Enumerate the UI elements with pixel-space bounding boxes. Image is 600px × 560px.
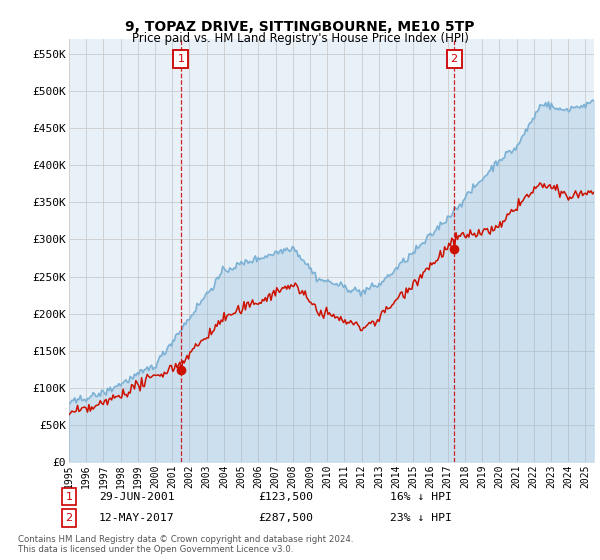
- Text: 2: 2: [451, 54, 458, 64]
- Text: Contains HM Land Registry data © Crown copyright and database right 2024.: Contains HM Land Registry data © Crown c…: [18, 535, 353, 544]
- Text: 23% ↓ HPI: 23% ↓ HPI: [390, 513, 452, 523]
- Text: 2: 2: [65, 513, 73, 523]
- Text: Price paid vs. HM Land Registry's House Price Index (HPI): Price paid vs. HM Land Registry's House …: [131, 32, 469, 45]
- Text: 1: 1: [178, 54, 184, 64]
- Text: 9, TOPAZ DRIVE, SITTINGBOURNE, ME10 5TP: 9, TOPAZ DRIVE, SITTINGBOURNE, ME10 5TP: [125, 20, 475, 34]
- Text: £287,500: £287,500: [258, 513, 313, 523]
- Text: 16% ↓ HPI: 16% ↓ HPI: [390, 492, 452, 502]
- Text: 29-JUN-2001: 29-JUN-2001: [99, 492, 175, 502]
- Text: 1: 1: [65, 492, 73, 502]
- Text: 12-MAY-2017: 12-MAY-2017: [99, 513, 175, 523]
- Text: £123,500: £123,500: [258, 492, 313, 502]
- Text: This data is licensed under the Open Government Licence v3.0.: This data is licensed under the Open Gov…: [18, 545, 293, 554]
